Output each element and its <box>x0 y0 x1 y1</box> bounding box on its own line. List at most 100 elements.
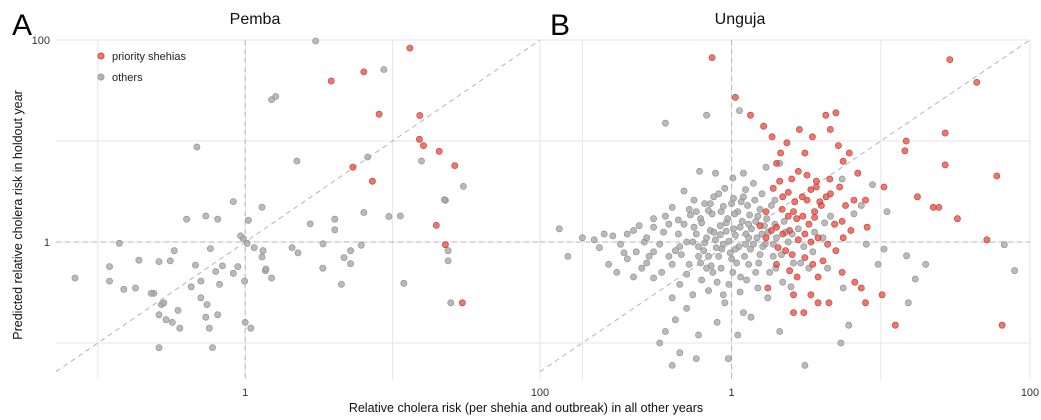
point-priority <box>375 110 383 118</box>
point-other <box>262 265 270 273</box>
point-other <box>162 316 170 324</box>
panel-tag: A <box>12 9 32 42</box>
point-other <box>170 247 178 255</box>
point-other <box>197 294 205 302</box>
point-other <box>737 198 745 206</box>
point-priority <box>769 184 777 192</box>
point-other <box>241 318 249 326</box>
point-other <box>650 215 657 223</box>
point-other <box>705 287 712 294</box>
point-other <box>724 215 731 223</box>
point-other <box>206 245 214 252</box>
point-other <box>364 153 372 161</box>
point-priority <box>845 149 853 157</box>
point-other <box>741 252 748 260</box>
point-other <box>579 234 586 242</box>
point-other <box>400 279 408 287</box>
point-other <box>874 260 882 268</box>
point-priority <box>784 212 792 220</box>
point-other <box>687 211 694 219</box>
point-other <box>728 255 735 263</box>
point-other <box>259 247 267 255</box>
point-other <box>662 119 669 127</box>
point-other <box>668 361 676 369</box>
point-priority <box>832 109 840 117</box>
point-other <box>811 228 818 236</box>
point-other <box>609 232 617 240</box>
point-priority <box>420 142 427 149</box>
point-other <box>71 274 79 282</box>
point-other <box>821 219 828 227</box>
point-priority <box>406 44 414 52</box>
point-other <box>444 247 452 255</box>
x-tick-label: 100 <box>1021 387 1039 399</box>
point-other <box>695 243 702 250</box>
point-priority <box>799 212 807 220</box>
point-other <box>862 240 870 248</box>
point-other <box>441 196 448 204</box>
point-other <box>1011 267 1018 275</box>
point-other <box>360 209 368 216</box>
point-other <box>288 244 296 251</box>
point-priority <box>914 193 921 201</box>
point-priority <box>768 133 776 141</box>
point-priority <box>811 213 818 221</box>
point-priority <box>800 309 808 316</box>
point-priority <box>441 241 449 249</box>
point-priority <box>878 291 886 299</box>
point-other <box>662 328 669 335</box>
point-other <box>132 284 139 292</box>
point-priority <box>778 205 786 213</box>
identity-line <box>55 39 541 373</box>
point-priority <box>779 193 787 201</box>
point-priority <box>762 234 770 242</box>
point-other <box>605 260 612 268</box>
point-priority <box>862 299 869 307</box>
point-other <box>665 252 673 260</box>
point-other <box>880 245 888 253</box>
point-priority <box>786 227 793 234</box>
point-other <box>747 313 755 321</box>
point-other <box>312 37 319 45</box>
point-other <box>736 288 744 296</box>
point-priority <box>811 208 818 215</box>
point-other <box>656 339 664 347</box>
point-other <box>756 251 764 258</box>
legend-others-label: others <box>112 72 143 84</box>
point-other <box>244 216 252 224</box>
points-layer <box>555 54 1018 369</box>
point-other <box>306 220 314 228</box>
point-other <box>106 263 113 270</box>
point-priority <box>862 196 869 204</box>
point-other <box>241 277 248 285</box>
point-other <box>903 252 910 260</box>
point-priority <box>998 321 1006 329</box>
point-other <box>234 263 242 270</box>
point-other <box>850 210 858 218</box>
tick-labels: 1 100 1 100 <box>32 35 550 399</box>
point-other <box>717 264 725 272</box>
point-other <box>174 306 182 314</box>
point-priority <box>782 247 789 255</box>
point-other <box>155 311 163 319</box>
point-other <box>447 299 455 307</box>
reference-lines <box>55 39 541 380</box>
point-other <box>728 200 735 207</box>
point-other <box>755 259 763 267</box>
point-other <box>780 217 788 225</box>
point-other <box>732 231 739 239</box>
point-other <box>769 252 777 260</box>
point-priority <box>929 203 937 211</box>
point-priority <box>762 208 770 215</box>
point-other <box>700 247 708 255</box>
x-tick-label: 1 <box>729 387 735 399</box>
point-other <box>209 344 216 351</box>
point-other <box>776 328 784 335</box>
point-other <box>643 234 651 242</box>
point-other <box>758 190 766 198</box>
point-priority <box>835 142 842 149</box>
point-priority <box>803 171 811 179</box>
point-other <box>268 274 275 282</box>
point-priority <box>360 68 368 76</box>
